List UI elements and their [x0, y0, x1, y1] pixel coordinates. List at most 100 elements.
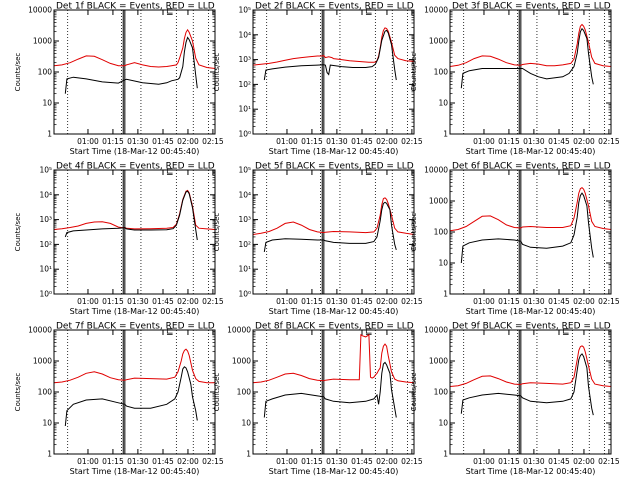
y-tick-label: 10³	[238, 55, 251, 64]
x-axis-label: Start Time (18-Mar-12 00:45:40)	[70, 307, 200, 316]
plot-frame	[53, 169, 216, 295]
y-tick-label: 10²	[238, 80, 251, 89]
y-tick-label: 1	[443, 290, 448, 299]
x-tick-label: 02:00	[376, 297, 398, 306]
x-axis-label: Start Time (18-Mar-12 00:45:40)	[70, 467, 200, 476]
y-tick-label: 10000	[227, 326, 251, 335]
plot-frame	[449, 9, 612, 135]
x-tick-label: 01:00	[276, 297, 298, 306]
y-axis-label: Counts/sec	[410, 373, 418, 412]
lld-series-line	[252, 197, 415, 235]
x-tick-label: 02:15	[401, 297, 423, 306]
panel-title: Det 1f BLACK = Events, RED = LLD	[56, 2, 215, 12]
y-tick-label: 10	[438, 259, 448, 268]
panel-marker: ⊑	[365, 327, 373, 337]
x-tick-label: 01:30	[127, 297, 149, 306]
y-tick-label: 10⁴	[39, 190, 52, 199]
x-tick-label: 01:30	[326, 297, 348, 306]
y-axis-label: Counts/sec	[213, 213, 221, 252]
y-tick-label: 10¹	[39, 265, 52, 274]
y-tick-label: 100	[434, 68, 449, 77]
x-tick-label: 02:00	[573, 457, 595, 466]
y-tick-label: 10¹	[238, 265, 251, 274]
x-tick-label: 02:00	[177, 297, 199, 306]
x-tick-label: 01:30	[326, 457, 348, 466]
y-tick-label: 10000	[424, 6, 448, 15]
x-tick-label: 01:45	[351, 457, 373, 466]
y-tick-label: 10000	[28, 6, 52, 15]
x-tick-label: 01:15	[498, 297, 520, 306]
x-tick-label: 02:00	[573, 137, 595, 146]
x-tick-label: 01:00	[77, 297, 99, 306]
y-axis-label: Counts/sec	[410, 53, 418, 92]
y-tick-label: 1000	[232, 357, 251, 366]
x-tick-label: 02:00	[376, 457, 398, 466]
y-axis-label: Counts/sec	[213, 373, 221, 412]
y-tick-label: 10⁵	[238, 6, 251, 15]
events-series-line	[64, 36, 198, 94]
x-tick-label: 01:45	[548, 297, 570, 306]
y-tick-label: 100	[237, 388, 252, 397]
x-tick-label: 01:15	[102, 137, 124, 146]
x-tick-label: 02:15	[202, 137, 224, 146]
x-tick-label: 01:15	[498, 457, 520, 466]
lld-series-line	[449, 186, 612, 232]
x-tick-label: 02:15	[202, 457, 224, 466]
x-tick-label: 02:00	[177, 137, 199, 146]
y-tick-label: 10¹	[238, 105, 251, 114]
x-tick-label: 01:30	[326, 137, 348, 146]
y-tick-label: 10	[241, 419, 251, 428]
plot-frame	[53, 329, 216, 455]
x-tick-label: 01:30	[523, 297, 545, 306]
events-series-line	[263, 29, 397, 81]
y-tick-label: 10⁰	[39, 290, 52, 299]
plot-frame	[53, 9, 216, 135]
x-tick-label: 01:00	[77, 137, 99, 146]
panel-title: Det 8f BLACK = Events, RED = LLD	[255, 322, 414, 332]
x-tick-label: 01:15	[102, 297, 124, 306]
plot-frame	[252, 169, 415, 295]
panel-marker: ⊑	[166, 167, 174, 177]
lld-series-line	[449, 23, 612, 67]
x-tick-label: 01:45	[152, 137, 174, 146]
y-tick-label: 10	[438, 419, 448, 428]
y-tick-label: 1000	[429, 357, 448, 366]
y-tick-label: 1	[47, 130, 52, 139]
y-tick-label: 10²	[39, 240, 52, 249]
panel-marker: ⊑	[562, 167, 570, 177]
events-series-line	[460, 192, 594, 264]
panel-title: Det 5f BLACK = Events, RED = LLD	[255, 162, 414, 172]
x-tick-label: 01:15	[102, 457, 124, 466]
x-tick-label: 02:00	[573, 297, 595, 306]
y-axis-label: Counts/sec	[14, 373, 22, 412]
x-tick-label: 02:15	[598, 457, 620, 466]
y-tick-label: 1000	[429, 197, 448, 206]
x-tick-label: 01:45	[548, 137, 570, 146]
y-axis-label: Counts/sec	[213, 53, 221, 92]
y-tick-label: 10⁴	[238, 30, 251, 39]
x-tick-label: 01:45	[152, 457, 174, 466]
x-axis-label: Start Time (18-Mar-12 00:45:40)	[466, 467, 596, 476]
x-axis-label: Start Time (18-Mar-12 00:45:40)	[269, 467, 399, 476]
x-tick-label: 01:15	[301, 457, 323, 466]
events-series-line	[460, 353, 594, 416]
x-tick-label: 01:00	[473, 457, 495, 466]
x-tick-label: 02:15	[202, 297, 224, 306]
lld-series-line	[53, 28, 216, 69]
panel-marker: ⊑	[166, 327, 174, 337]
panel-title: Det 4f BLACK = Events, RED = LLD	[56, 162, 215, 172]
events-series-line	[263, 361, 397, 418]
panel-title: Det 9f BLACK = Events, RED = LLD	[452, 322, 611, 332]
x-tick-label: 01:00	[276, 137, 298, 146]
y-tick-label: 1	[47, 450, 52, 459]
events-series-line	[263, 201, 397, 252]
panel-marker: ⊑	[562, 7, 570, 17]
y-tick-label: 100	[38, 68, 53, 77]
panel-marker: ⊑	[365, 167, 373, 177]
x-tick-label: 01:15	[301, 297, 323, 306]
y-tick-label: 1	[443, 450, 448, 459]
y-tick-label: 1	[246, 450, 251, 459]
panel-marker: ⊑	[365, 7, 373, 17]
x-tick-label: 01:30	[523, 457, 545, 466]
